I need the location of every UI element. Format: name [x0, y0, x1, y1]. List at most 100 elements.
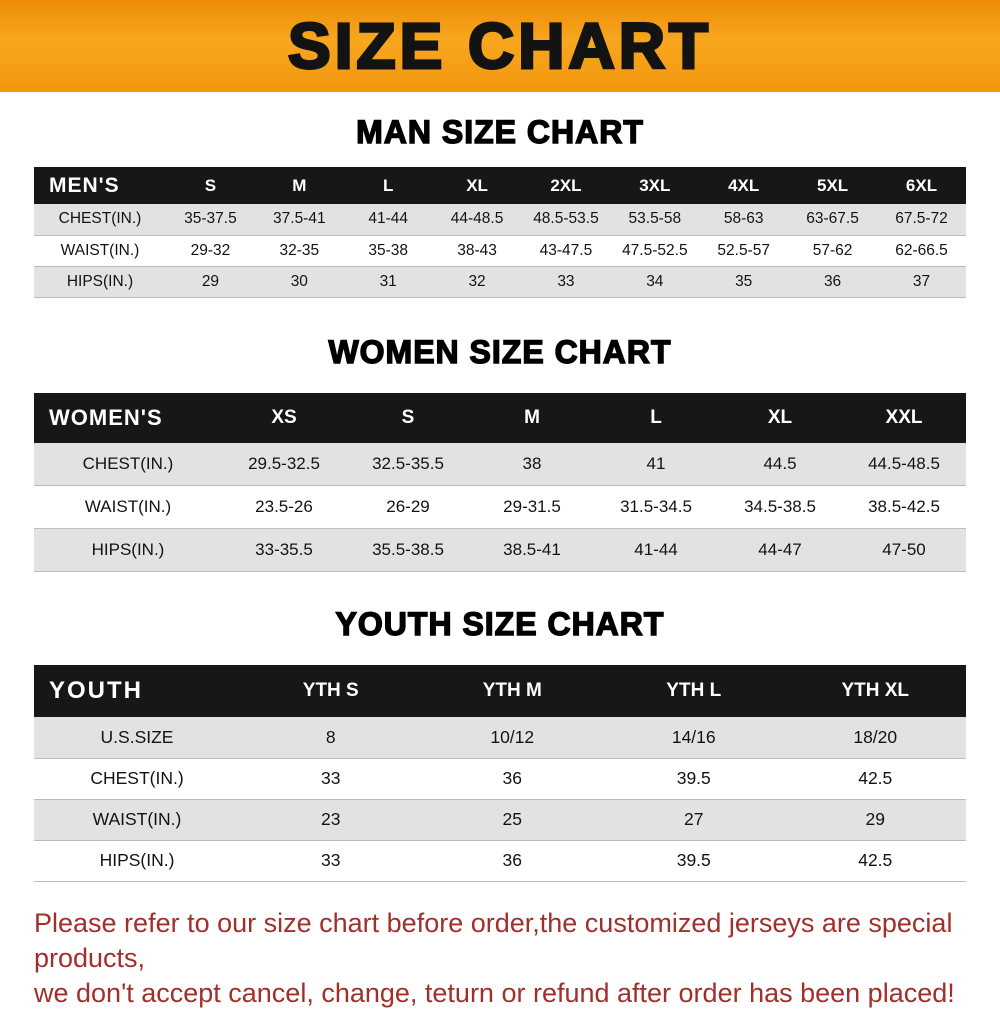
size-value: 67.5-72 [877, 204, 966, 236]
measurement-row: HIPS(IN.) 33-35.5 35.5-38.5 38.5-41 41-44 44-… [34, 528, 966, 572]
size-value: 37 [877, 266, 966, 298]
size-value: 42.5 [784, 758, 966, 800]
size-value: 33 [240, 758, 422, 800]
measurement-row: WAIST(IN.) 23 25 27 29 [34, 799, 966, 841]
measurement-row: WAIST(IN.) 23.5-26 26-29 29-31.5 31.5-34.5 34… [34, 485, 966, 529]
size-value: 57-62 [788, 235, 877, 267]
size-value: 38-43 [432, 235, 522, 267]
measurement-row: WAIST(IN.) 29-32 32-35 35-38 38-43 43-47.5 47.… [34, 235, 966, 267]
disclaimer-note: Please refer to our size chart before or… [0, 906, 1000, 1011]
size-value: 32-35 [254, 235, 344, 267]
women-size-chart-section: WOMEN SIZE CHART WOMEN'S XS S M L XL XXL CHEST… [0, 298, 1000, 572]
man-size-table: MEN'S S M L XL 2XL 3XL 4XL 5XL 6XL CHEST(IN.) 35-3… [34, 167, 966, 298]
size-value: 35 [699, 266, 789, 298]
size-value: 29 [784, 799, 966, 841]
table-header-row: YOUTH YTH S YTH M YTH L YTH XL [34, 665, 966, 717]
measurement-label: HIPS(IN.) [34, 840, 240, 882]
size-column-header: 5XL [788, 167, 877, 204]
measurement-label: CHEST(IN.) [34, 758, 240, 800]
measurement-row: U.S.SIZE 8 10/12 14/16 18/20 [34, 717, 966, 759]
size-value: 29-32 [166, 235, 255, 267]
size-column-header: S [346, 392, 470, 443]
measurement-label: WAIST(IN.) [34, 799, 240, 841]
size-value: 41-44 [343, 204, 433, 236]
youth-size-table: YOUTH YTH S YTH M YTH L YTH XL U.S.SIZE 8 10/1… [34, 665, 966, 882]
size-value: 31.5-34.5 [594, 485, 718, 529]
women-size-table: WOMEN'S XS S M L XL XXL CHEST(IN.) 29.5-32.5 32.… [34, 392, 966, 572]
youth-section-heading: YOUTH SIZE CHART [335, 605, 665, 642]
size-value: 35-38 [343, 235, 433, 267]
size-column-header: YTH L [603, 665, 785, 717]
size-value: 23 [240, 799, 422, 841]
size-value: 18/20 [784, 717, 966, 759]
measurement-row: CHEST(IN.) 35-37.5 37.5-41 41-44 44-48.5 48.5… [34, 204, 966, 236]
size-value: 39.5 [603, 840, 785, 882]
size-value: 53.5-58 [610, 204, 700, 236]
size-column-header: XL [718, 392, 842, 443]
size-value: 38.5-42.5 [842, 485, 966, 529]
size-column-header: YTH XL [784, 665, 966, 717]
size-column-header: L [594, 392, 718, 443]
table-title-cell: WOMEN'S [34, 392, 222, 443]
measurement-row: CHEST(IN.) 29.5-32.5 32.5-35.5 38 41 44.5 44.5… [34, 442, 966, 486]
size-value: 58-63 [699, 204, 789, 236]
size-column-header: XXL [842, 392, 966, 443]
measurement-label: WAIST(IN.) [34, 235, 166, 267]
size-value: 30 [254, 266, 344, 298]
size-value: 41-44 [594, 528, 718, 572]
table-header-row: WOMEN'S XS S M L XL XXL [34, 392, 966, 443]
size-value: 8 [240, 717, 422, 759]
size-column-header: M [254, 167, 344, 204]
size-column-header: S [166, 167, 255, 204]
size-value: 44.5-48.5 [842, 442, 966, 486]
size-column-header: 4XL [699, 167, 789, 204]
size-value: 48.5-53.5 [521, 204, 611, 236]
size-value: 38 [470, 442, 594, 486]
page-title: SIZE CHART [287, 9, 712, 84]
table-title-cell: YOUTH [34, 665, 240, 717]
measurement-label: HIPS(IN.) [34, 266, 166, 298]
size-value: 34 [610, 266, 700, 298]
size-column-header: YTH S [240, 665, 422, 717]
size-value: 44-48.5 [432, 204, 522, 236]
measurement-label: CHEST(IN.) [34, 204, 166, 236]
size-value: 29 [166, 266, 255, 298]
size-value: 27 [603, 799, 785, 841]
size-value: 38.5-41 [470, 528, 594, 572]
size-value: 33 [521, 266, 611, 298]
size-value: 37.5-41 [254, 204, 344, 236]
youth-size-chart-section: YOUTH SIZE CHART YOUTH YTH S YTH M YTH L YTH… [0, 572, 1000, 882]
size-column-header: L [343, 167, 433, 204]
size-value: 25 [421, 799, 603, 841]
size-value: 31 [343, 266, 433, 298]
size-column-header: 6XL [877, 167, 966, 204]
size-column-header: 3XL [610, 167, 700, 204]
size-value: 62-66.5 [877, 235, 966, 267]
size-value: 34.5-38.5 [718, 485, 842, 529]
measurement-row: HIPS(IN.) 29 30 31 32 33 34 35 36 37 [34, 266, 966, 298]
women-section-heading: WOMEN SIZE CHART [328, 333, 672, 370]
size-value: 33 [240, 840, 422, 882]
disclaimer-line-2: we don't accept cancel, change, teturn o… [34, 977, 955, 1008]
size-column-header: XS [222, 392, 346, 443]
size-value: 29.5-32.5 [222, 442, 346, 486]
size-column-header: 2XL [521, 167, 611, 204]
measurement-label: HIPS(IN.) [34, 528, 222, 572]
measurement-label: U.S.SIZE [34, 717, 240, 759]
size-value: 47.5-52.5 [610, 235, 700, 267]
size-value: 32.5-35.5 [346, 442, 470, 486]
size-value: 42.5 [784, 840, 966, 882]
size-value: 35-37.5 [166, 204, 255, 236]
measurement-row: CHEST(IN.) 33 36 39.5 42.5 [34, 758, 966, 800]
size-value: 36 [421, 758, 603, 800]
size-value: 43-47.5 [521, 235, 611, 267]
size-value: 14/16 [603, 717, 785, 759]
size-value: 39.5 [603, 758, 785, 800]
size-value: 29-31.5 [470, 485, 594, 529]
table-header-row: MEN'S S M L XL 2XL 3XL 4XL 5XL 6XL [34, 167, 966, 204]
size-value: 44.5 [718, 442, 842, 486]
man-section-heading: MAN SIZE CHART [355, 113, 644, 150]
size-value: 33-35.5 [222, 528, 346, 572]
table-title-cell: MEN'S [34, 167, 166, 204]
size-value: 26-29 [346, 485, 470, 529]
